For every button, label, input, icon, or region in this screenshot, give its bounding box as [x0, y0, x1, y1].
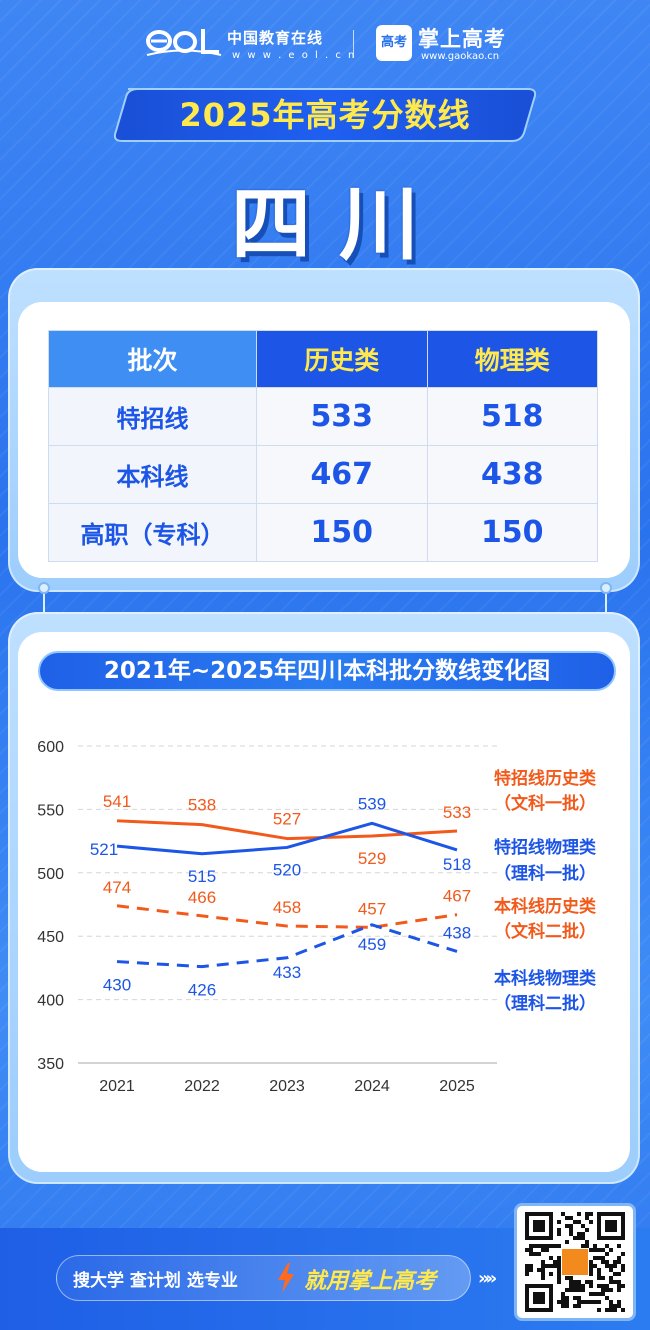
header-history: 历史类 — [256, 330, 428, 388]
chart-panel — [18, 632, 630, 1172]
legend-label: 本科线物理类 — [494, 968, 597, 989]
gaokao-brand-name: 掌上高考 — [418, 27, 506, 51]
gaokao-logo-icon: 高考 — [376, 25, 412, 61]
table-header-row: 批次 历史类 物理类 — [48, 330, 598, 388]
data-label: 467 — [443, 887, 471, 906]
physics-score: 518 — [426, 387, 598, 446]
data-label: 533 — [443, 803, 471, 822]
y-tick-label: 450 — [37, 929, 64, 946]
legend-sublabel: （理科二批） — [494, 993, 596, 1014]
header-batch: 批次 — [48, 330, 257, 388]
row-label: 特招线 — [48, 387, 257, 446]
data-label: 520 — [273, 860, 301, 879]
page-title: 2025年高考分数线 — [179, 96, 471, 134]
table-row: 高职（专科） 150 150 — [48, 503, 598, 562]
connector-dot — [38, 582, 50, 594]
legend-sublabel: （文科二批） — [494, 921, 596, 942]
logo-divider — [353, 30, 354, 58]
x-tick-label: 2025 — [439, 1078, 475, 1095]
x-tick-label: 2024 — [354, 1078, 390, 1095]
series-line-2 — [116, 821, 458, 856]
history-score: 150 — [256, 503, 428, 562]
y-tick-label: 500 — [37, 866, 64, 883]
eol-url: w w w . e o l . c n — [232, 50, 357, 61]
connector-left — [43, 588, 45, 628]
data-label: 433 — [273, 963, 301, 982]
legend-sublabel: （文科一批） — [494, 793, 596, 814]
connector-dot — [600, 582, 612, 594]
gaokao-url: www.gaokao.cn — [421, 51, 500, 62]
qr-code[interactable] — [514, 1203, 636, 1321]
legend-sublabel: （理科一批） — [494, 863, 596, 884]
y-tick-label: 350 — [37, 1056, 64, 1073]
y-tick-label: 600 — [37, 739, 64, 756]
physics-score: 438 — [426, 445, 598, 504]
data-label: 518 — [443, 855, 471, 874]
chart-title: 2021年~2025年四川本科批分数线变化图 — [103, 658, 551, 684]
data-label: 474 — [103, 878, 131, 897]
score-table: 批次 历史类 物理类 特招线 533 518 本科线 467 438 高职（专科… — [48, 330, 598, 562]
slogan-text: 搜大学 查计划 选专业 — [73, 1271, 238, 1291]
data-label: 438 — [443, 923, 471, 942]
lightning-icon — [278, 1263, 294, 1293]
header-logos: 中国教育在线 w w w . e o l . c n 高考 掌上高考 www.g… — [0, 18, 650, 68]
row-label: 高职（专科） — [48, 503, 257, 562]
chart-title-bar — [38, 651, 616, 691]
data-label: 529 — [358, 849, 386, 868]
physics-score: 150 — [426, 503, 598, 562]
data-label: 457 — [358, 899, 386, 918]
data-label: 538 — [188, 796, 216, 815]
table-row: 本科线 467 438 — [48, 445, 598, 504]
data-label: 527 — [273, 810, 301, 829]
data-label: 541 — [103, 792, 131, 811]
data-label: 426 — [188, 981, 216, 1000]
x-tick-label: 2022 — [184, 1078, 220, 1095]
y-tick-label: 550 — [37, 802, 64, 819]
title-banner — [113, 88, 537, 142]
x-tick-label: 2021 — [99, 1078, 135, 1095]
data-label: 458 — [273, 898, 301, 917]
legend-label: 特招线物理类 — [494, 837, 597, 858]
header-physics: 物理类 — [426, 330, 598, 388]
history-score: 467 — [256, 445, 428, 504]
series-line-1 — [116, 819, 458, 841]
slogan-box — [56, 1255, 471, 1301]
table-row: 特招线 533 518 — [48, 387, 598, 446]
data-label: 515 — [188, 867, 216, 886]
data-label: 539 — [358, 794, 386, 813]
qr-code-icon — [525, 1212, 625, 1312]
eol-brand-name: 中国教育在线 — [227, 29, 324, 47]
eol-logo-icon — [146, 29, 222, 56]
double-chevron-icon: »» — [478, 1268, 497, 1289]
slogan-highlight: 就用掌上高考 — [304, 1269, 437, 1294]
row-label: 本科线 — [48, 445, 257, 504]
legend-label: 特招线历史类 — [494, 768, 597, 789]
history-score: 533 — [256, 387, 428, 446]
data-label: 459 — [358, 935, 386, 954]
x-tick-label: 2023 — [269, 1078, 305, 1095]
connector-right — [605, 588, 607, 628]
legend-label: 本科线历史类 — [494, 896, 597, 917]
data-label: 521 — [90, 840, 118, 859]
data-label: 430 — [103, 976, 131, 995]
series-line-4 — [116, 923, 458, 969]
province-name: 四川 — [231, 178, 447, 271]
y-tick-label: 400 — [37, 993, 64, 1010]
data-label: 466 — [188, 888, 216, 907]
series-line-3 — [116, 904, 458, 929]
